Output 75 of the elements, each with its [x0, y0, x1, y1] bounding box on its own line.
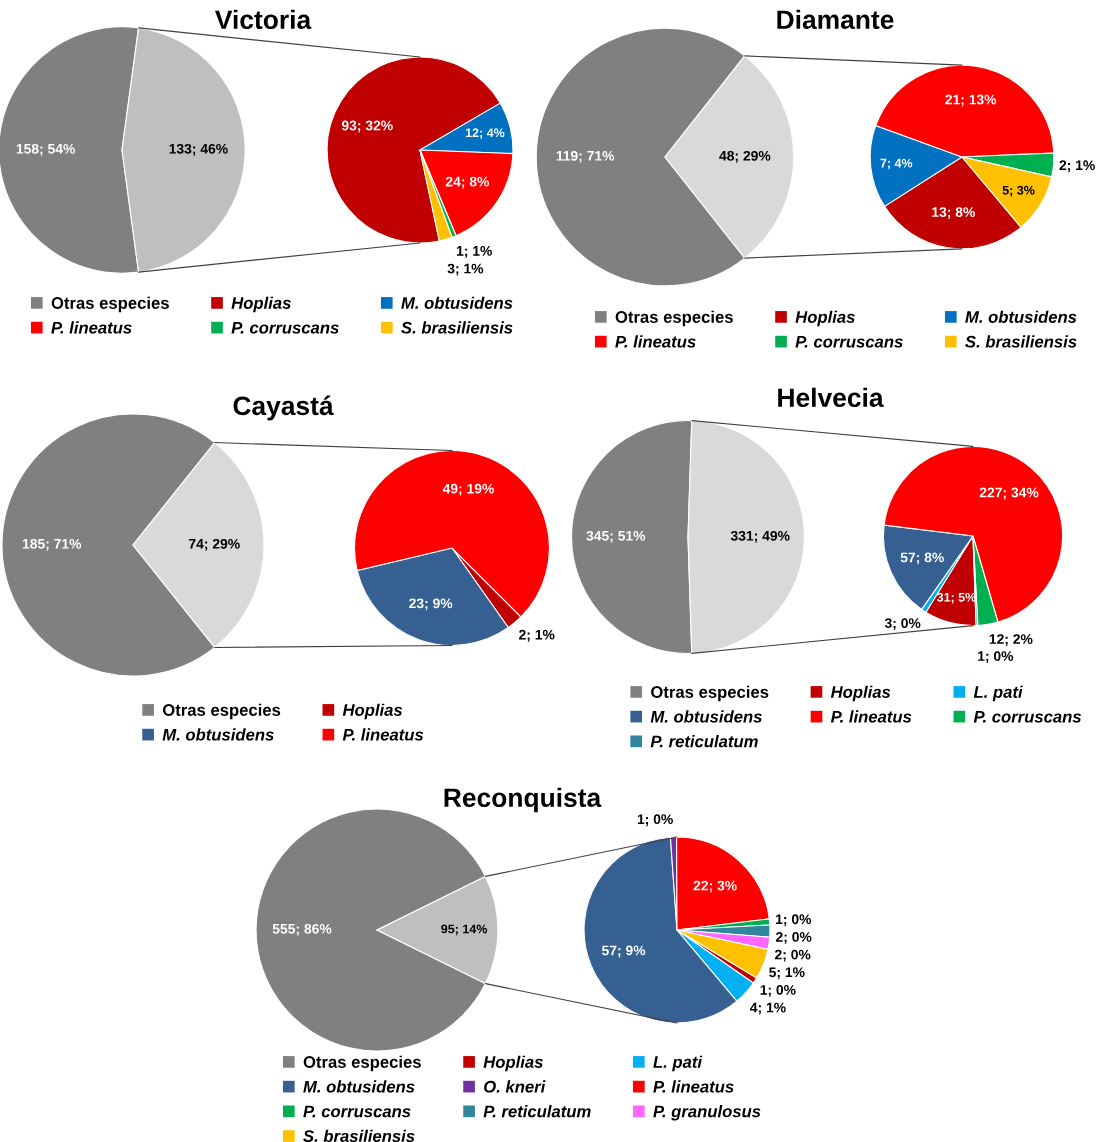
data-label: 345; 51%: [586, 530, 646, 543]
data-label: 227; 34%: [979, 487, 1039, 500]
legend-label: P. lineatus: [615, 335, 696, 348]
data-label: 3; 1%: [447, 263, 484, 276]
data-label: 95; 14%: [441, 924, 488, 936]
legend-label: P. corruscans: [303, 1105, 411, 1118]
legend-label: P. corruscans: [231, 321, 339, 334]
data-label: 22; 3%: [693, 880, 737, 893]
data-label: 21; 13%: [945, 94, 997, 107]
data-label: 12; 4%: [465, 128, 505, 139]
legend-label: P. lineatus: [830, 710, 912, 723]
data-label: 185; 71%: [22, 538, 82, 551]
legend-label: Otras especies: [162, 703, 281, 720]
data-label: 4; 1%: [750, 1002, 786, 1015]
legend-label: Otras especies: [651, 685, 769, 702]
data-label: 1; 0%: [760, 984, 796, 997]
data-label: 57; 9%: [602, 945, 646, 958]
data-label: 13; 8%: [932, 207, 975, 220]
legend-label: P. corruscans: [973, 710, 1082, 723]
data-label: 3; 0%: [884, 618, 921, 631]
legend-label: Otras especies: [51, 296, 169, 313]
data-label: 2; 0%: [775, 949, 811, 962]
legend-label: M. obtusidens: [162, 728, 274, 741]
data-label: 23; 9%: [409, 598, 453, 611]
legend-label: M. obtusidens: [303, 1080, 415, 1093]
legend-label: M. obtusidens: [401, 296, 513, 309]
data-label: 119; 71%: [556, 150, 615, 163]
data-label: 7; 4%: [880, 158, 913, 170]
chart-title: Reconquista: [444, 787, 602, 813]
data-label: 2; 1%: [519, 629, 555, 642]
data-label: 1; 0%: [776, 914, 812, 927]
legend-label: S. brasiliensis: [965, 335, 1077, 348]
legend-label: Hoplias: [830, 685, 891, 702]
legend-label: Hoplias: [795, 310, 855, 327]
chart-title: Victoria: [215, 9, 312, 30]
legend-label: S. brasiliensis: [401, 321, 513, 334]
data-label: 74; 29%: [188, 538, 240, 551]
legend-label: P. lineatus: [342, 728, 424, 741]
data-label: 5; 1%: [769, 967, 805, 980]
data-label: 2; 0%: [776, 932, 812, 944]
data-label: 133; 46%: [169, 143, 228, 156]
chart-title: Cayastá: [233, 395, 334, 421]
legend-label: P. reticulatum: [483, 1105, 591, 1118]
legend-label: M. obtusidens: [965, 310, 1077, 323]
data-label: 1; 0%: [637, 814, 673, 827]
legend-label: Otras especies: [615, 310, 733, 327]
chart-title: Helvecia: [778, 387, 884, 408]
data-label: 24; 8%: [445, 176, 490, 189]
data-label: 93; 32%: [341, 120, 393, 133]
data-label: 49; 19%: [442, 483, 494, 496]
data-label: 5; 3%: [1002, 185, 1035, 197]
legend-label: L. pati: [973, 685, 1023, 702]
legend-label: Hoplias: [483, 1055, 543, 1072]
data-label: 1; 0%: [978, 651, 1014, 664]
data-label: 331; 49%: [730, 530, 790, 543]
legend-label: Hoplias: [342, 703, 403, 720]
data-label: 57; 8%: [900, 552, 944, 565]
legend-label: Hoplias: [231, 296, 291, 313]
legend-label: P. lineatus: [51, 321, 132, 334]
legend-label: P. lineatus: [653, 1080, 734, 1093]
data-label: 1; 1%: [456, 246, 492, 258]
data-label: 48; 29%: [719, 150, 771, 163]
legend-label: Otras especies: [303, 1055, 421, 1072]
data-label: 158; 54%: [16, 143, 75, 156]
legend-label: S. brasiliensis: [303, 1129, 415, 1142]
legend-label: L. pati: [653, 1055, 703, 1072]
data-label: 555; 86%: [272, 923, 332, 936]
legend-label: P. reticulatum: [650, 735, 758, 748]
legend-label: O. kneri: [484, 1080, 546, 1093]
legend-label: M. obtusidens: [650, 710, 762, 723]
legend-label: P. corruscans: [795, 335, 903, 348]
data-label: 2; 1%: [1059, 160, 1095, 173]
legend-label: P. granulosus: [653, 1105, 761, 1121]
chart-title: Diamante: [777, 9, 894, 30]
data-label: 12; 2%: [989, 634, 1033, 646]
